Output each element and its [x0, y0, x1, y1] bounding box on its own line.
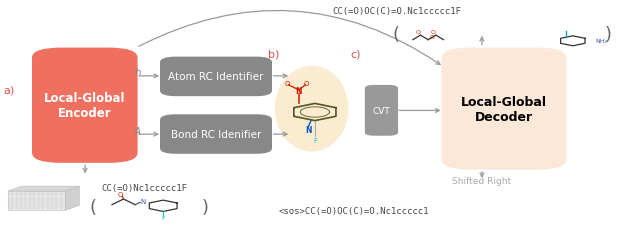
Text: N: N [296, 87, 302, 96]
Text: Atom RC Identifier: Atom RC Identifier [168, 72, 264, 82]
Text: b): b) [268, 49, 279, 59]
Text: <sos>CC(=O)OC(C)=O.Nc1ccccc1: <sos>CC(=O)OC(C)=O.Nc1ccccc1 [278, 206, 429, 215]
Ellipse shape [275, 66, 349, 152]
Text: (: ( [90, 198, 96, 216]
Text: h: h [134, 68, 141, 78]
Text: ): ) [202, 198, 208, 216]
Text: O: O [415, 30, 420, 35]
Text: F: F [313, 137, 317, 143]
FancyBboxPatch shape [160, 57, 272, 97]
Text: O: O [304, 81, 309, 87]
Text: O: O [431, 30, 436, 35]
Text: c): c) [351, 49, 361, 59]
FancyBboxPatch shape [365, 86, 398, 136]
FancyBboxPatch shape [32, 48, 138, 163]
Text: CVT: CVT [372, 106, 390, 115]
Text: O: O [429, 35, 435, 40]
FancyBboxPatch shape [160, 115, 272, 154]
Text: CC(=O)OC(C)=O.Nc1ccccc1F: CC(=O)OC(C)=O.Nc1ccccc1F [332, 7, 461, 16]
Text: NH₂: NH₂ [595, 39, 607, 44]
Text: Shifted Right: Shifted Right [452, 177, 511, 186]
Text: CC(=O)Nc1ccccc1F: CC(=O)Nc1ccccc1F [101, 183, 187, 192]
Text: N: N [140, 199, 145, 205]
Text: ): ) [605, 26, 611, 44]
Text: a): a) [3, 85, 15, 95]
Text: A: A [134, 126, 141, 136]
Text: Local-Global
Encoder: Local-Global Encoder [44, 92, 125, 120]
Text: F: F [161, 215, 165, 220]
Text: N: N [305, 126, 312, 135]
Polygon shape [8, 191, 65, 210]
Text: (: ( [392, 26, 399, 44]
Text: Bond RC Idenifier: Bond RC Idenifier [171, 129, 261, 140]
Text: O: O [118, 191, 123, 197]
Polygon shape [8, 186, 79, 191]
FancyBboxPatch shape [442, 48, 566, 170]
Polygon shape [65, 186, 79, 210]
Text: Local-Global
Decoder: Local-Global Decoder [461, 95, 547, 123]
Text: O: O [285, 81, 290, 87]
